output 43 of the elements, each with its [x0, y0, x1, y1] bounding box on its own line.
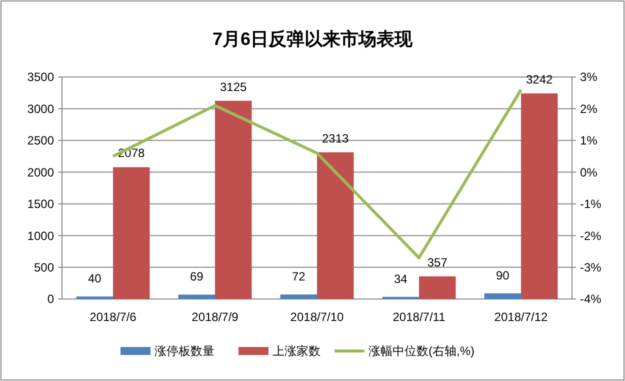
legend-label: 涨停板数量 [154, 344, 214, 358]
y2-tick-label: -1% [580, 197, 602, 212]
data-label: 357 [427, 255, 448, 270]
data-label: 2313 [322, 131, 350, 146]
chart-title: 7月6日反弹以来市场表现 [212, 29, 414, 49]
data-label: 90 [496, 268, 510, 282]
y-tick-label: 500 [34, 260, 54, 274]
bar [215, 100, 252, 299]
y-tick-label: 1000 [27, 228, 54, 243]
data-label: 3242 [526, 72, 554, 86]
bar [484, 293, 521, 299]
y-tick-label: 2500 [27, 134, 54, 148]
y2-tick-label: -2% [580, 228, 602, 243]
x-tick-label: 2018/7/11 [392, 310, 446, 324]
y2-tick-label: -3% [580, 260, 602, 274]
data-label: 3125 [220, 80, 248, 94]
data-label: 72 [292, 269, 306, 284]
y2-tick-label: -4% [580, 292, 602, 306]
y2-tick-label: 1% [580, 134, 598, 148]
data-label: 69 [190, 270, 204, 284]
y-tick-label: 1500 [27, 197, 54, 212]
y2-tick-label: 3% [580, 70, 598, 84]
bar [521, 93, 558, 299]
y-tick-label: 0 [47, 292, 54, 306]
x-tick-label: 2018/7/12 [494, 310, 548, 324]
legend-label: 上涨家数 [272, 344, 320, 358]
data-label: 40 [88, 271, 102, 286]
y2-tick-label: 0% [580, 165, 598, 180]
x-tick-label: 2018/7/10 [290, 310, 344, 324]
y-tick-label: 3000 [27, 102, 54, 116]
bar [280, 294, 317, 299]
y-tick-label: 3500 [27, 70, 54, 84]
y-tick-label: 2000 [27, 165, 54, 180]
bar [317, 152, 354, 299]
x-tick-label: 2018/7/9 [192, 310, 239, 324]
y2-tick-label: 2% [580, 102, 598, 116]
x-tick-label: 2018/7/6 [90, 310, 137, 324]
bar [178, 294, 215, 299]
bar [76, 296, 113, 299]
bar [419, 276, 456, 299]
legend-label: 涨幅中位数(右轴,%) [368, 344, 474, 358]
bar [113, 167, 150, 299]
data-label: 34 [394, 272, 408, 286]
